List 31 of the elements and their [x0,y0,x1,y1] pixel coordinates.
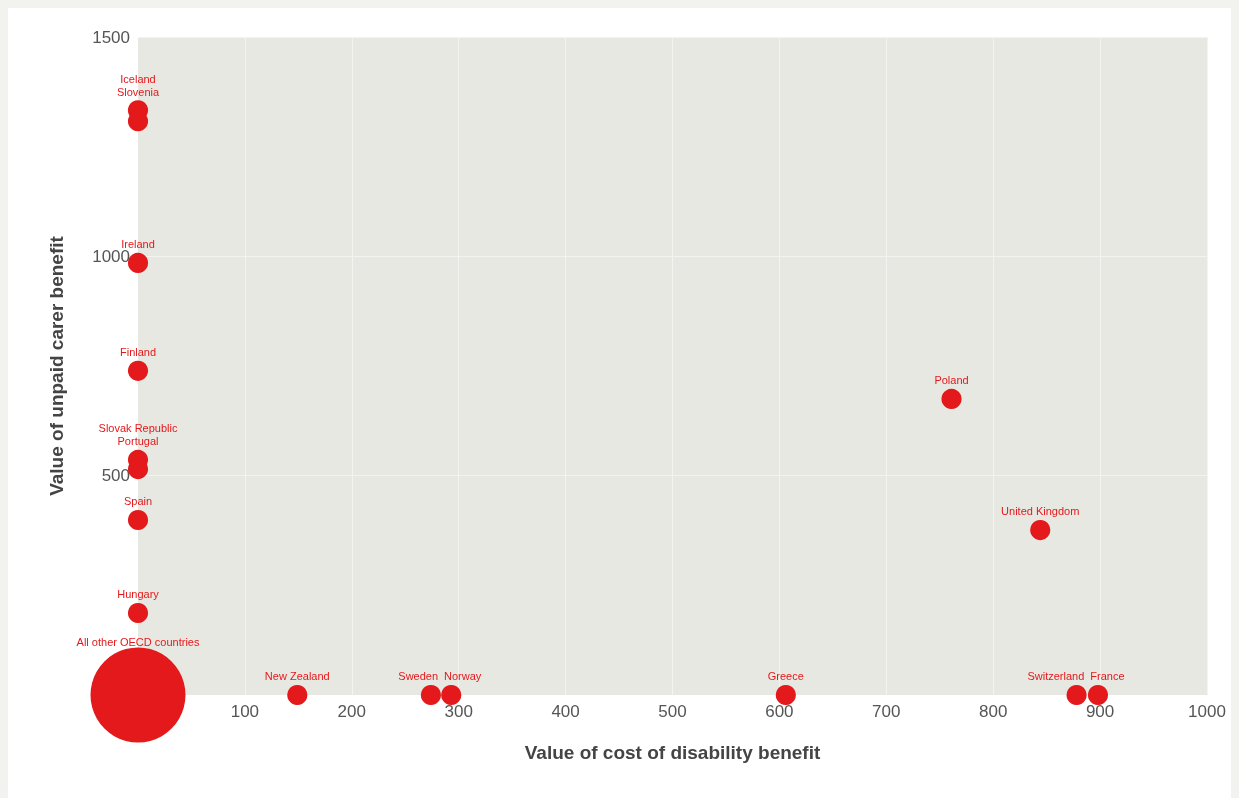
annotation: Hungary [117,588,160,601]
annotation: United Kingdom [1001,505,1080,518]
annotation: Iceland [120,72,156,85]
x-tick-label: 400 [551,702,580,721]
annotation: Switzerland [1027,670,1085,683]
x-tick-label: 500 [658,702,687,721]
annotation: Slovenia [116,85,160,98]
y-tick-label: 1500 [92,27,130,47]
x-tick-label: 800 [979,702,1008,721]
annotation: Sweden [398,670,439,683]
x-tick-label: 900 [1085,702,1115,721]
y-axis-title: Value of unpaid carer benefit [46,235,67,496]
annotation: Slovak Republic [98,422,178,435]
annotation: Norway [444,670,482,683]
x-tick-label: 300 [444,702,473,721]
annotation: Greece [767,670,804,683]
annotation: Spain [123,495,153,508]
annotation: France [1090,670,1125,683]
annotation: New Zealand [264,670,330,683]
y-tick-label: 500 [101,466,130,486]
annotation: Ireland [121,238,155,251]
annotation: Portugal [117,435,159,448]
annotation: All other OECD countries [76,636,200,648]
x-tick-label: 1000 [1188,702,1226,721]
x-axis-title: Value of cost of disability benefit [524,742,821,763]
x-tick-label: 100 [230,702,260,721]
x-tick-label: 700 [872,702,901,721]
x-tick-label: 200 [337,702,366,721]
x-tick-label: 600 [765,702,794,721]
annotation: Finland [119,346,157,359]
annotation: Poland [934,374,969,387]
